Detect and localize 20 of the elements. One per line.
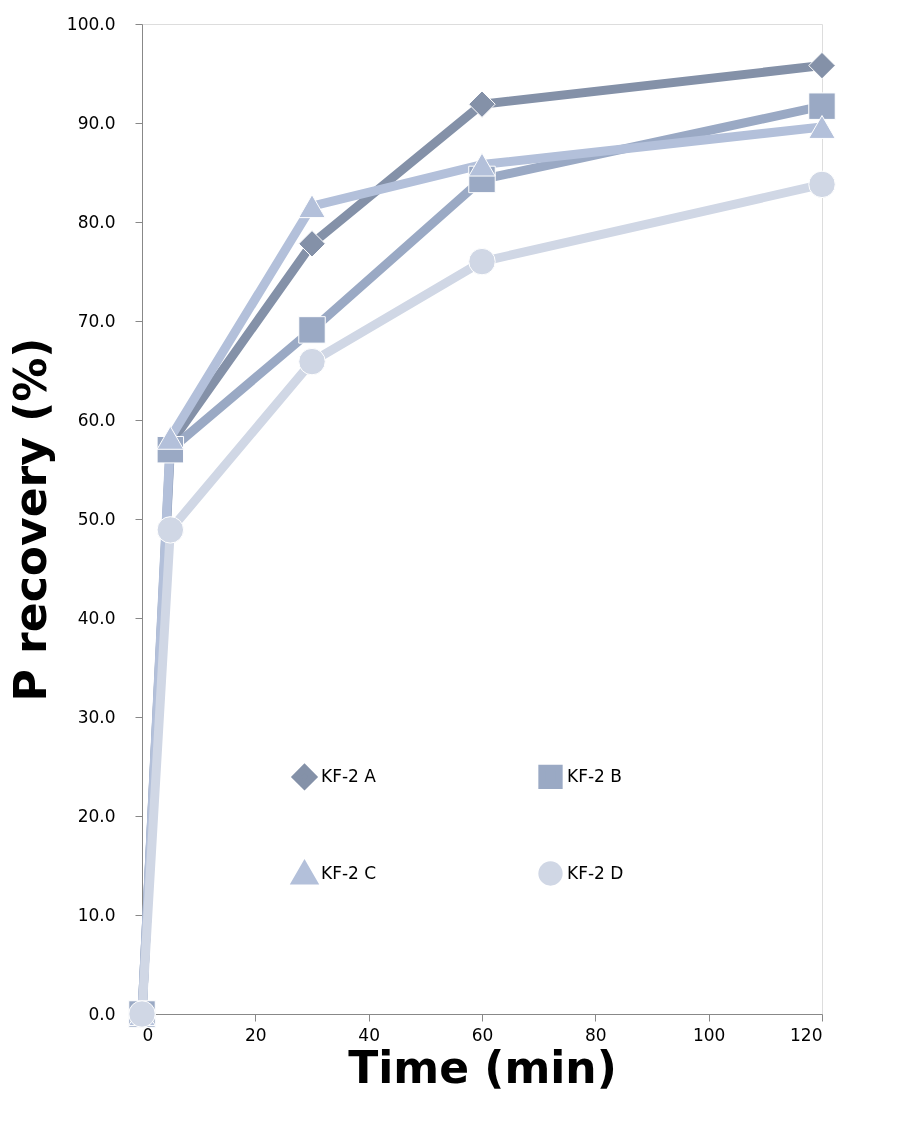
y-tick-label: 100.0 (66, 13, 116, 34)
legend-label: KF-2 B (567, 765, 622, 786)
y-tick-label: 30.0 (77, 706, 116, 727)
y-axis-title: P recovery (%) (4, 337, 56, 702)
y-tick-label: 50.0 (77, 508, 116, 529)
y-tick-label: 90.0 (77, 112, 116, 133)
legend-label: KF-2 D (567, 862, 624, 883)
y-tick-label: 60.0 (77, 409, 116, 430)
y-tick-label: 40.0 (77, 607, 116, 628)
x-tick-label: 0 (142, 1024, 154, 1045)
x-tick-label: 20 (245, 1024, 267, 1045)
x-tick-label: 120 (790, 1024, 823, 1045)
y-tick-label: 10.0 (77, 904, 116, 925)
y-tick-label: 80.0 (77, 211, 116, 232)
legend-label: KF-2 C (321, 862, 377, 883)
x-tick-label: 100 (692, 1024, 726, 1045)
y-tick-label: 0.0 (88, 1003, 116, 1024)
y-tick-label: 20.0 (77, 805, 116, 826)
y-tick-label: 70.0 (77, 310, 116, 331)
legend-label: KF-2 A (321, 765, 377, 786)
